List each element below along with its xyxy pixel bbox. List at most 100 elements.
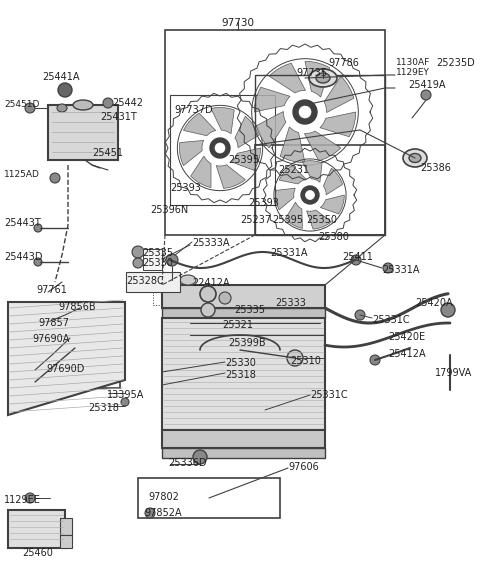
Text: 25460: 25460 — [22, 548, 53, 558]
Polygon shape — [307, 210, 331, 229]
Circle shape — [61, 341, 69, 349]
Bar — [162, 318, 325, 430]
Bar — [138, 478, 280, 518]
Text: 25321: 25321 — [222, 320, 253, 330]
Circle shape — [287, 350, 303, 366]
Text: 25335: 25335 — [142, 248, 173, 258]
Circle shape — [351, 255, 361, 265]
Text: 25350: 25350 — [306, 215, 337, 225]
Text: 25330: 25330 — [142, 258, 173, 268]
Text: 97735: 97735 — [296, 68, 327, 78]
Circle shape — [58, 83, 72, 97]
Bar — [126, 272, 180, 292]
Text: 25399B: 25399B — [228, 338, 265, 348]
Circle shape — [355, 310, 365, 320]
Ellipse shape — [309, 69, 337, 87]
Ellipse shape — [316, 73, 330, 83]
Text: 25318: 25318 — [225, 370, 256, 380]
Text: 25380: 25380 — [318, 232, 349, 242]
Polygon shape — [304, 131, 341, 161]
Circle shape — [421, 90, 431, 100]
Circle shape — [25, 103, 35, 113]
Polygon shape — [285, 202, 302, 228]
Text: 25310: 25310 — [290, 356, 321, 366]
Bar — [22, 302, 120, 388]
Circle shape — [441, 303, 455, 317]
Text: 25331C: 25331C — [310, 390, 348, 400]
Polygon shape — [276, 188, 295, 210]
Text: 97761: 97761 — [36, 285, 67, 295]
Text: 97606: 97606 — [288, 462, 319, 472]
Bar — [162, 308, 325, 318]
Bar — [8, 510, 65, 548]
Circle shape — [34, 224, 42, 232]
Circle shape — [210, 138, 230, 158]
Ellipse shape — [403, 149, 427, 167]
Text: 25443T: 25443T — [4, 218, 41, 228]
Text: 25331A: 25331A — [382, 265, 420, 275]
Text: 1130AF: 1130AF — [396, 58, 430, 67]
Ellipse shape — [57, 104, 67, 112]
Text: 97786: 97786 — [328, 58, 359, 68]
Polygon shape — [231, 148, 261, 170]
Text: 25443D: 25443D — [4, 252, 43, 262]
Text: 1129EE: 1129EE — [4, 495, 41, 505]
Text: 25442: 25442 — [112, 98, 143, 108]
Bar — [255, 145, 385, 235]
Polygon shape — [180, 141, 204, 166]
Bar — [162, 448, 325, 458]
Polygon shape — [280, 127, 305, 163]
Polygon shape — [324, 76, 354, 113]
Circle shape — [299, 106, 311, 118]
Text: 25237: 25237 — [240, 215, 271, 225]
Text: 25395: 25395 — [272, 215, 303, 225]
Polygon shape — [320, 112, 356, 137]
Polygon shape — [279, 166, 306, 184]
Text: 25333: 25333 — [275, 298, 306, 308]
Bar — [60, 518, 72, 535]
Text: 25396N: 25396N — [150, 205, 188, 215]
Text: 25330: 25330 — [225, 358, 256, 368]
Circle shape — [201, 303, 215, 317]
Text: 25331C: 25331C — [372, 315, 409, 325]
Bar — [48, 105, 118, 160]
Polygon shape — [216, 165, 245, 188]
Circle shape — [34, 258, 42, 266]
Text: 25420A: 25420A — [415, 298, 453, 308]
Polygon shape — [324, 168, 343, 195]
Circle shape — [47, 353, 57, 363]
Circle shape — [215, 143, 225, 153]
Text: 1125AD: 1125AD — [4, 170, 40, 179]
Text: 25331A: 25331A — [270, 248, 308, 258]
Text: 25412A: 25412A — [388, 349, 426, 359]
Text: 25318: 25318 — [88, 403, 119, 413]
Text: 13395A: 13395A — [107, 390, 144, 400]
Bar — [255, 75, 385, 235]
Polygon shape — [191, 156, 211, 188]
Text: 25336D: 25336D — [168, 458, 206, 468]
Text: 25386: 25386 — [420, 163, 451, 173]
Circle shape — [132, 246, 144, 258]
Bar — [60, 535, 72, 548]
Circle shape — [103, 98, 113, 108]
Circle shape — [133, 258, 143, 268]
Text: 25451: 25451 — [92, 148, 123, 158]
Circle shape — [193, 450, 207, 464]
Text: 25328C: 25328C — [126, 276, 164, 286]
Circle shape — [50, 173, 60, 183]
Text: 25393: 25393 — [248, 198, 279, 208]
Bar — [162, 285, 325, 308]
Circle shape — [219, 292, 231, 304]
Bar — [165, 30, 385, 235]
Text: 97802: 97802 — [148, 492, 179, 502]
Circle shape — [293, 100, 317, 124]
Circle shape — [166, 254, 178, 266]
Polygon shape — [183, 113, 216, 136]
Text: 25235D: 25235D — [436, 58, 475, 68]
Text: 22412A: 22412A — [192, 278, 229, 288]
Text: 25335: 25335 — [234, 305, 265, 315]
Polygon shape — [305, 62, 330, 97]
Text: 97690D: 97690D — [46, 364, 84, 374]
Text: 25451D: 25451D — [4, 100, 39, 109]
Polygon shape — [269, 63, 306, 93]
